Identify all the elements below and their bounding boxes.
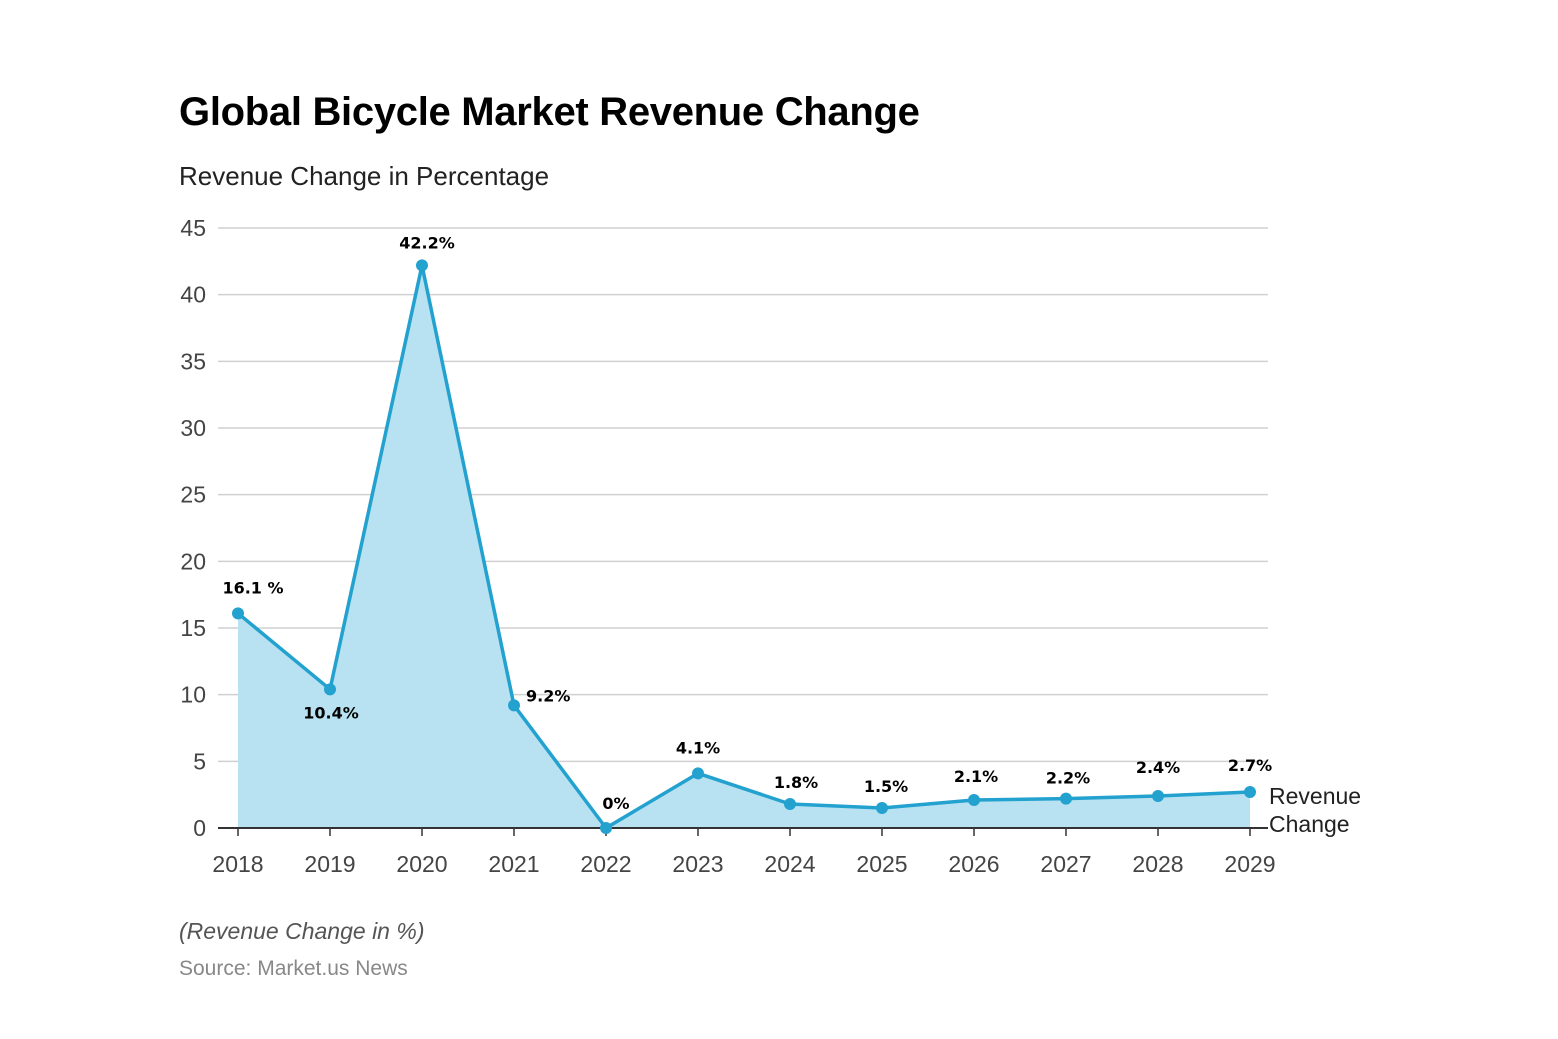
y-tick-label: 45	[180, 215, 206, 241]
x-tick-label: 2020	[396, 851, 447, 877]
x-axis	[218, 827, 1268, 836]
y-tick-label: 0	[193, 815, 206, 841]
data-label: 42.2%	[399, 233, 455, 252]
data-point	[232, 607, 244, 620]
data-label: 1.8%	[774, 773, 818, 792]
series-line	[236, 263, 1251, 830]
data-points	[232, 259, 1256, 834]
data-label: 16.1 %	[222, 578, 283, 597]
footnote: (Revenue Change in %)	[179, 918, 425, 944]
x-tick-label: 2019	[304, 851, 355, 877]
x-tick-label: 2028	[1132, 851, 1183, 877]
data-point	[1244, 786, 1256, 798]
y-tick-label: 40	[180, 282, 206, 308]
chart-title: Global Bicycle Market Revenue Change	[179, 90, 920, 134]
x-axis-ticks: 2018 2019 2020 2021 2022 2023 2024 2025 2026 2027…	[212, 851, 1275, 877]
x-tick-label: 2027	[1040, 851, 1091, 877]
series-label-group: Revenue Change	[1269, 783, 1361, 837]
data-point	[416, 259, 428, 272]
data-point	[508, 699, 520, 712]
data-label: 2.4%	[1136, 758, 1180, 777]
y-tick-label: 10	[180, 682, 206, 708]
data-point	[968, 794, 980, 806]
data-label: 2.7%	[1228, 756, 1272, 775]
x-tick-label: 2025	[856, 851, 907, 877]
y-axis-ticks: 0 5 10 15 20 25 30 35 40 45	[180, 215, 206, 841]
source-note: Source: Market.us News	[179, 957, 408, 980]
data-point	[324, 683, 336, 696]
data-point	[692, 767, 704, 780]
y-tick-label: 15	[180, 615, 206, 641]
series-polyline	[236, 263, 1251, 830]
area-fill	[238, 265, 1250, 828]
x-tick-label: 2023	[672, 851, 723, 877]
data-point	[1152, 790, 1164, 802]
data-label: 4.1%	[676, 738, 720, 757]
data-label: 9.2%	[526, 686, 570, 705]
chart-subtitle: Revenue Change in Percentage	[179, 161, 550, 191]
x-tick-label: 2021	[488, 851, 539, 877]
series-name-label: Revenue Change	[1269, 783, 1361, 837]
data-point	[876, 802, 888, 814]
data-point	[784, 798, 796, 810]
data-labels: 16.1 % 10.4% 42.2% 9.2% 0% 4.1% 1.8% 1.5% 2.1% 2.…	[222, 233, 1272, 813]
y-tick-label: 35	[180, 348, 206, 374]
data-label: 2.1%	[954, 767, 998, 786]
area-region	[238, 265, 1250, 828]
y-tick-label: 20	[180, 548, 206, 574]
data-label: 0%	[602, 794, 629, 813]
x-tick-label: 2018	[212, 851, 263, 877]
data-label: 2.2%	[1046, 769, 1090, 788]
y-tick-label: 5	[193, 748, 206, 774]
x-tick-label: 2029	[1224, 851, 1275, 877]
data-label: 10.4%	[303, 703, 359, 722]
x-tick-label: 2024	[764, 851, 815, 877]
x-tick-label: 2026	[948, 851, 999, 877]
y-tick-label: 30	[180, 415, 206, 441]
data-point	[600, 822, 612, 834]
y-tick-label: 25	[180, 482, 206, 508]
data-point	[1060, 792, 1072, 805]
data-label: 1.5%	[864, 777, 908, 796]
x-tick-label: 2022	[580, 851, 631, 877]
